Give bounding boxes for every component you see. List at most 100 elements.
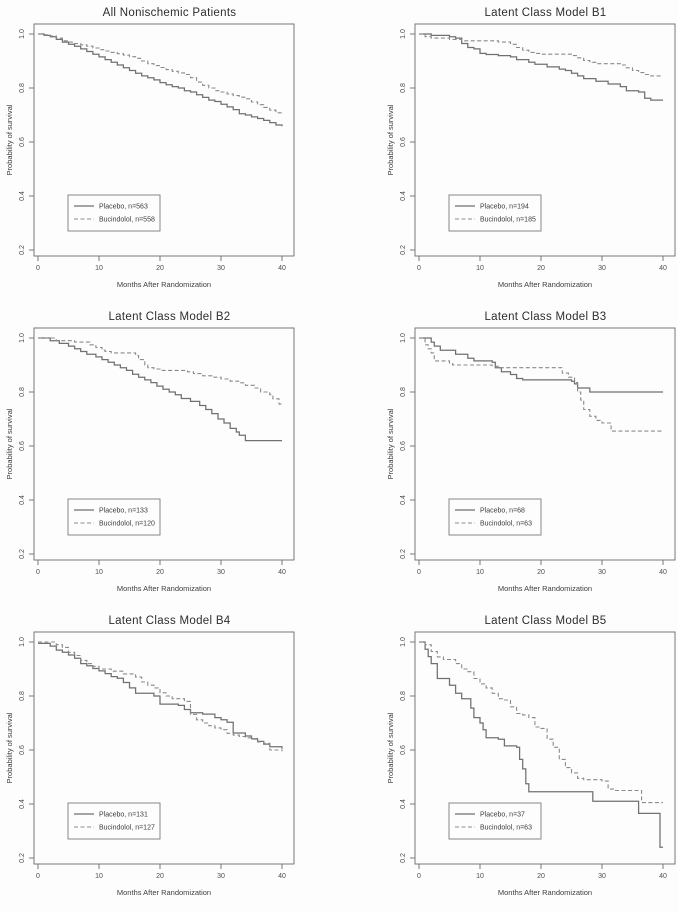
y-tick-label: 0.4: [19, 495, 26, 505]
panel-b2: Latent Class Model B2 0 10 20 30 40 1.0 0.8 0.6…: [0, 304, 339, 608]
bucindolol-curve: [419, 641, 663, 804]
plot-frame: [33, 23, 295, 257]
y-tick-label: 1.0: [400, 333, 407, 343]
legend-box: [448, 498, 542, 536]
y-tick-label: 0.8: [400, 387, 407, 397]
y-tick-label: 0.8: [19, 387, 26, 397]
km-chart-b5: 0 10 20 30 40 1.0 0.8 0.6 0.4 0.2 Months After Ran…: [386, 631, 676, 897]
legend-box: [448, 802, 542, 840]
y-tick-label: 1.0: [400, 637, 407, 647]
y-tick-label: 0.8: [400, 691, 407, 701]
bucindolol-curve: [38, 641, 283, 752]
km-chart-all-nonischemic: 0 10 20 30 40 1.0 0.8 0.6 0.4 0.2 Months After Ran…: [5, 23, 295, 289]
legend-label: Placebo, n=131: [99, 812, 148, 819]
x-tick-label: 40: [278, 873, 286, 880]
y-axis-label: Probability of survival: [386, 408, 395, 479]
x-tick-label: 30: [598, 265, 606, 272]
placebo-curve: [38, 337, 282, 442]
placebo-curve: [419, 337, 663, 393]
legend-label: Placebo, n=563: [99, 204, 148, 211]
placebo-curve: [419, 33, 663, 101]
x-tick-label: 40: [659, 873, 667, 880]
plot-frame: [33, 631, 295, 865]
y-tick-label: 0.4: [19, 799, 26, 809]
panel-title: Latent Class Model B1: [484, 7, 607, 19]
plot-frame: [414, 327, 676, 561]
y-axis-label: Probability of survival: [5, 408, 14, 479]
y-tick-label: 1.0: [19, 29, 26, 39]
x-tick-label: 10: [95, 265, 103, 272]
y-tick-label: 1.0: [19, 333, 26, 343]
placebo-curve: [38, 642, 283, 749]
x-tick-label: 40: [278, 569, 286, 576]
km-chart-b4: 0 10 20 30 40 1.0 0.8 0.6 0.4 0.2 Months After Ran…: [5, 631, 295, 897]
x-tick-label: 20: [537, 265, 545, 272]
y-tick-label: 0.2: [400, 245, 407, 255]
km-chart-b2: 0 10 20 30 40 1.0 0.8 0.6 0.4 0.2 Months After Ran…: [5, 327, 295, 593]
y-axis-label: Probability of survival: [386, 712, 395, 783]
panel-title: All Nonischemic Patients: [102, 7, 237, 19]
x-tick-label: 0: [417, 873, 421, 880]
legend-label: Bucindolol, n=127: [99, 825, 155, 832]
y-axis-label: Probability of survival: [5, 104, 14, 175]
x-tick-label: 10: [476, 265, 484, 272]
y-tick-label: 0.4: [400, 191, 407, 201]
x-tick-label: 10: [95, 569, 103, 576]
x-tick-label: 40: [659, 569, 667, 576]
x-tick-label: 0: [36, 873, 40, 880]
legend-label: Bucindolol, n=120: [99, 521, 155, 528]
x-axis-label: Months After Randomization: [117, 888, 211, 897]
y-tick-label: 0.8: [19, 691, 26, 701]
legend-label: Placebo, n=68: [480, 508, 525, 515]
panel-title: Latent Class Model B5: [484, 615, 607, 627]
legend-label: Bucindolol, n=63: [480, 825, 532, 832]
x-tick-label: 40: [659, 265, 667, 272]
x-axis-label: Months After Randomization: [117, 584, 211, 593]
x-tick-label: 20: [537, 569, 545, 576]
y-tick-label: 0.4: [400, 799, 407, 809]
legend-label: Bucindolol, n=558: [99, 217, 155, 224]
legend-label: Placebo, n=194: [480, 204, 529, 211]
legend-box: [67, 802, 161, 840]
y-tick-label: 0.2: [19, 853, 26, 863]
x-tick-label: 20: [156, 873, 164, 880]
plot-frame: [414, 631, 676, 865]
panel-title: Latent Class Model B3: [484, 311, 607, 323]
y-tick-label: 0.6: [400, 441, 407, 451]
panel-b5: Latent Class Model B5 0 10 20 30 40 1.0 0.8 0.6…: [339, 608, 678, 912]
panel-title: Latent Class Model B2: [108, 311, 231, 323]
km-chart-b3: 0 10 20 30 40 1.0 0.8 0.6 0.4 0.2 Months After Ran…: [386, 327, 676, 593]
x-tick-label: 30: [598, 873, 606, 880]
x-tick-label: 0: [417, 569, 421, 576]
y-axis-label: Probability of survival: [5, 712, 14, 783]
x-tick-label: 10: [476, 873, 484, 880]
placebo-curve: [419, 641, 663, 848]
y-tick-label: 0.6: [400, 137, 407, 147]
y-tick-label: 0.8: [19, 83, 26, 93]
y-tick-label: 1.0: [400, 29, 407, 39]
x-tick-label: 30: [598, 569, 606, 576]
y-axis-label: Probability of survival: [386, 104, 395, 175]
km-chart-b1: 0 10 20 30 40 1.0 0.8 0.6 0.4 0.2 Months After Ran…: [386, 23, 676, 289]
x-tick-label: 30: [217, 265, 225, 272]
x-tick-label: 0: [36, 265, 40, 272]
plot-frame: [414, 23, 676, 257]
bucindolol-curve: [419, 337, 663, 432]
x-tick-label: 0: [36, 569, 40, 576]
panel-title: Latent Class Model B4: [108, 615, 231, 627]
legend-label: Bucindolol, n=185: [480, 217, 536, 224]
panel-b1: Latent Class Model B1 0 10 20 30 40 1.0 0.8 0.6…: [339, 0, 678, 304]
y-tick-label: 0.6: [400, 745, 407, 755]
y-tick-label: 0.2: [19, 549, 26, 559]
panel-b3: Latent Class Model B3 0 10 20 30 40 1.0 0.8 0.6…: [339, 304, 678, 608]
y-tick-label: 0.2: [19, 245, 26, 255]
x-axis-label: Months After Randomization: [498, 888, 592, 897]
plot-frame: [33, 327, 295, 561]
y-tick-label: 0.4: [19, 191, 26, 201]
x-axis-label: Months After Randomization: [117, 280, 211, 289]
bucindolol-curve: [38, 33, 283, 115]
legend-box: [67, 498, 161, 536]
y-tick-label: 0.6: [19, 745, 26, 755]
x-tick-label: 10: [476, 569, 484, 576]
